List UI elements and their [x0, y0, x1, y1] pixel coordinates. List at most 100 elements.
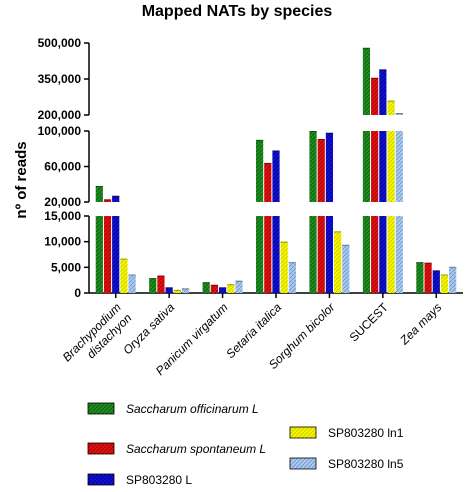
bar — [120, 258, 128, 293]
legend-swatch — [87, 442, 115, 455]
bar — [379, 69, 387, 293]
bar-top-edge — [440, 274, 449, 276]
bar-segment — [371, 77, 379, 115]
y-tick-label: 5,000 — [51, 260, 81, 274]
bar-segment — [317, 138, 325, 202]
bar-top-edge — [395, 113, 403, 115]
bar-segment — [256, 139, 264, 202]
x-tick-label: SUCEST — [347, 300, 392, 345]
bar-segment — [440, 274, 449, 293]
bar-segment — [449, 266, 457, 293]
legend-swatch — [87, 473, 115, 486]
y-tick-label: 10,000 — [44, 235, 81, 249]
legend-swatch — [87, 402, 115, 415]
bar-top-edge — [202, 282, 210, 284]
legend-swatch — [289, 426, 317, 439]
bar-segment — [112, 216, 120, 293]
legend-item: Saccharum spontaneum L — [87, 442, 266, 456]
bar-segment — [128, 274, 136, 293]
bar — [272, 150, 280, 293]
bar-segment — [181, 288, 190, 293]
bar-top-edge — [256, 139, 264, 141]
bar-top-edge — [325, 132, 334, 134]
bar — [95, 186, 103, 293]
bar-segment — [173, 289, 181, 293]
bar-segment — [362, 47, 371, 115]
bar-segment — [95, 216, 103, 293]
bar-segment — [264, 162, 272, 202]
bar — [210, 284, 218, 293]
bar — [202, 282, 210, 293]
chart-title: Mapped NATs by species — [142, 3, 333, 20]
x-tick-label: Oryza sativa — [120, 300, 177, 357]
bar-top-edge — [235, 280, 243, 282]
bar — [371, 77, 379, 293]
y-tick-label: 350,000 — [38, 72, 82, 86]
bar-top-edge — [128, 274, 136, 276]
bar — [387, 100, 395, 293]
y-tick-label: 60,000 — [44, 160, 81, 174]
y-tick-label: 100,000 — [38, 124, 82, 138]
legend-label: SP803280 ln1 — [328, 426, 404, 440]
bar-segment — [387, 100, 395, 115]
bar-segment — [371, 131, 379, 202]
bar-segment — [280, 241, 288, 293]
bar-segment — [95, 186, 103, 202]
bar-segment — [387, 131, 395, 202]
bar-segment — [362, 216, 371, 293]
bar-segment — [432, 270, 440, 293]
bar — [103, 199, 112, 293]
bar-segment — [362, 131, 371, 202]
bar-top-edge — [181, 288, 190, 290]
bar — [218, 287, 227, 293]
bar-top-edge — [288, 262, 296, 264]
bar-top-edge — [334, 231, 342, 233]
bar-segment — [157, 275, 165, 293]
legend-swatch — [289, 457, 317, 470]
bar-top-edge — [309, 131, 317, 132]
bar-segment — [424, 262, 432, 293]
bar-top-edge — [120, 258, 128, 260]
bar — [342, 244, 350, 293]
bar — [424, 262, 432, 293]
bar-segment — [235, 280, 243, 293]
legend-item: Saccharum officinarum L — [87, 402, 259, 416]
bar-top-edge — [424, 262, 432, 264]
bar-top-edge — [157, 275, 165, 277]
bar-segment — [264, 216, 272, 293]
bar — [317, 138, 325, 293]
bar-segment — [210, 284, 218, 293]
bar — [309, 131, 317, 293]
legend-label: SP803280 ln5 — [328, 457, 404, 471]
legend-item: SP803280 ln1 — [289, 426, 404, 440]
legend-label: SP803280 L — [126, 473, 192, 487]
bar — [449, 266, 457, 293]
bar-segment — [325, 216, 334, 293]
legend-label: Saccharum officinarum L — [126, 402, 259, 416]
x-tick-label-line: Zea mays — [397, 300, 445, 348]
bar — [235, 280, 243, 293]
bar-top-edge — [272, 150, 280, 152]
bar-segment — [379, 131, 387, 202]
bar-top-edge — [317, 138, 325, 140]
bar-segment — [288, 262, 296, 293]
bar — [432, 270, 440, 293]
x-tick-label: Zea mays — [397, 300, 445, 348]
bars — [95, 47, 457, 293]
bar — [440, 274, 449, 293]
bar-segment — [379, 216, 387, 293]
x-tick-label-line: Oryza sativa — [120, 300, 177, 357]
bar — [362, 47, 371, 293]
bar — [181, 288, 190, 293]
legend-label: Saccharum spontaneum L — [126, 442, 266, 456]
bar-segment — [334, 231, 342, 293]
bar-top-edge — [387, 100, 395, 102]
legend-item: SP803280 ln5 — [289, 457, 404, 471]
bar-segment — [149, 278, 157, 293]
bar-top-edge — [264, 162, 272, 164]
bar-top-edge — [103, 199, 112, 201]
bar-segment — [309, 131, 317, 202]
bar-segment — [309, 216, 317, 293]
